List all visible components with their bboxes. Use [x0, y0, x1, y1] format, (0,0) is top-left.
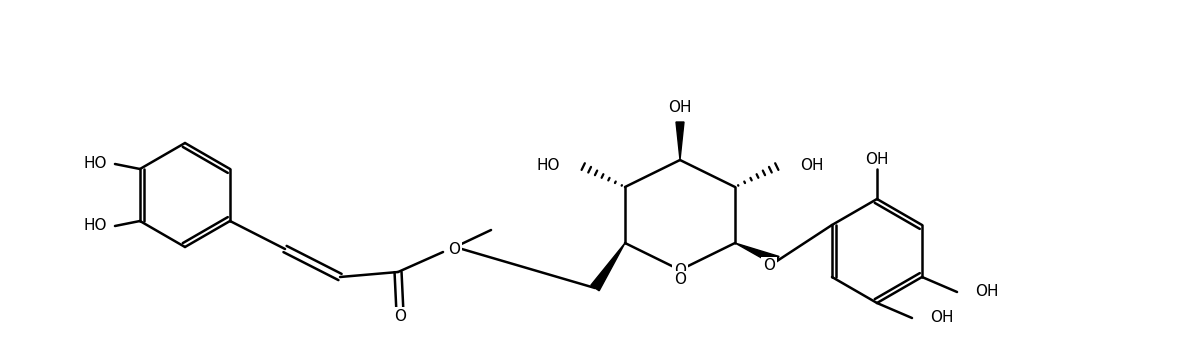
Text: OH: OH: [865, 151, 889, 167]
Text: OH: OH: [975, 285, 999, 299]
Polygon shape: [591, 243, 625, 291]
Text: O: O: [674, 273, 686, 287]
Text: OH: OH: [800, 158, 823, 172]
Text: O: O: [674, 263, 686, 278]
Text: O: O: [394, 309, 406, 324]
Text: O: O: [763, 258, 775, 273]
Text: HO: HO: [84, 219, 107, 233]
Text: OH: OH: [668, 101, 691, 115]
Text: O: O: [448, 242, 460, 257]
Text: HO: HO: [537, 158, 559, 172]
Polygon shape: [676, 122, 684, 160]
Polygon shape: [736, 243, 779, 266]
Text: OH: OH: [930, 310, 954, 326]
Text: HO: HO: [84, 156, 107, 171]
